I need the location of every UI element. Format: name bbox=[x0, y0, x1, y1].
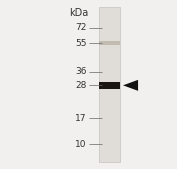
Bar bbox=[99, 7, 120, 162]
Text: 10: 10 bbox=[75, 140, 87, 149]
Text: 55: 55 bbox=[75, 39, 87, 48]
Text: kDa: kDa bbox=[69, 8, 88, 18]
Text: 17: 17 bbox=[75, 114, 87, 123]
Text: 72: 72 bbox=[75, 23, 87, 32]
Bar bbox=[99, 41, 120, 45]
Text: 36: 36 bbox=[75, 67, 87, 76]
Text: 28: 28 bbox=[75, 81, 87, 90]
Bar bbox=[99, 82, 120, 89]
Polygon shape bbox=[123, 80, 138, 91]
